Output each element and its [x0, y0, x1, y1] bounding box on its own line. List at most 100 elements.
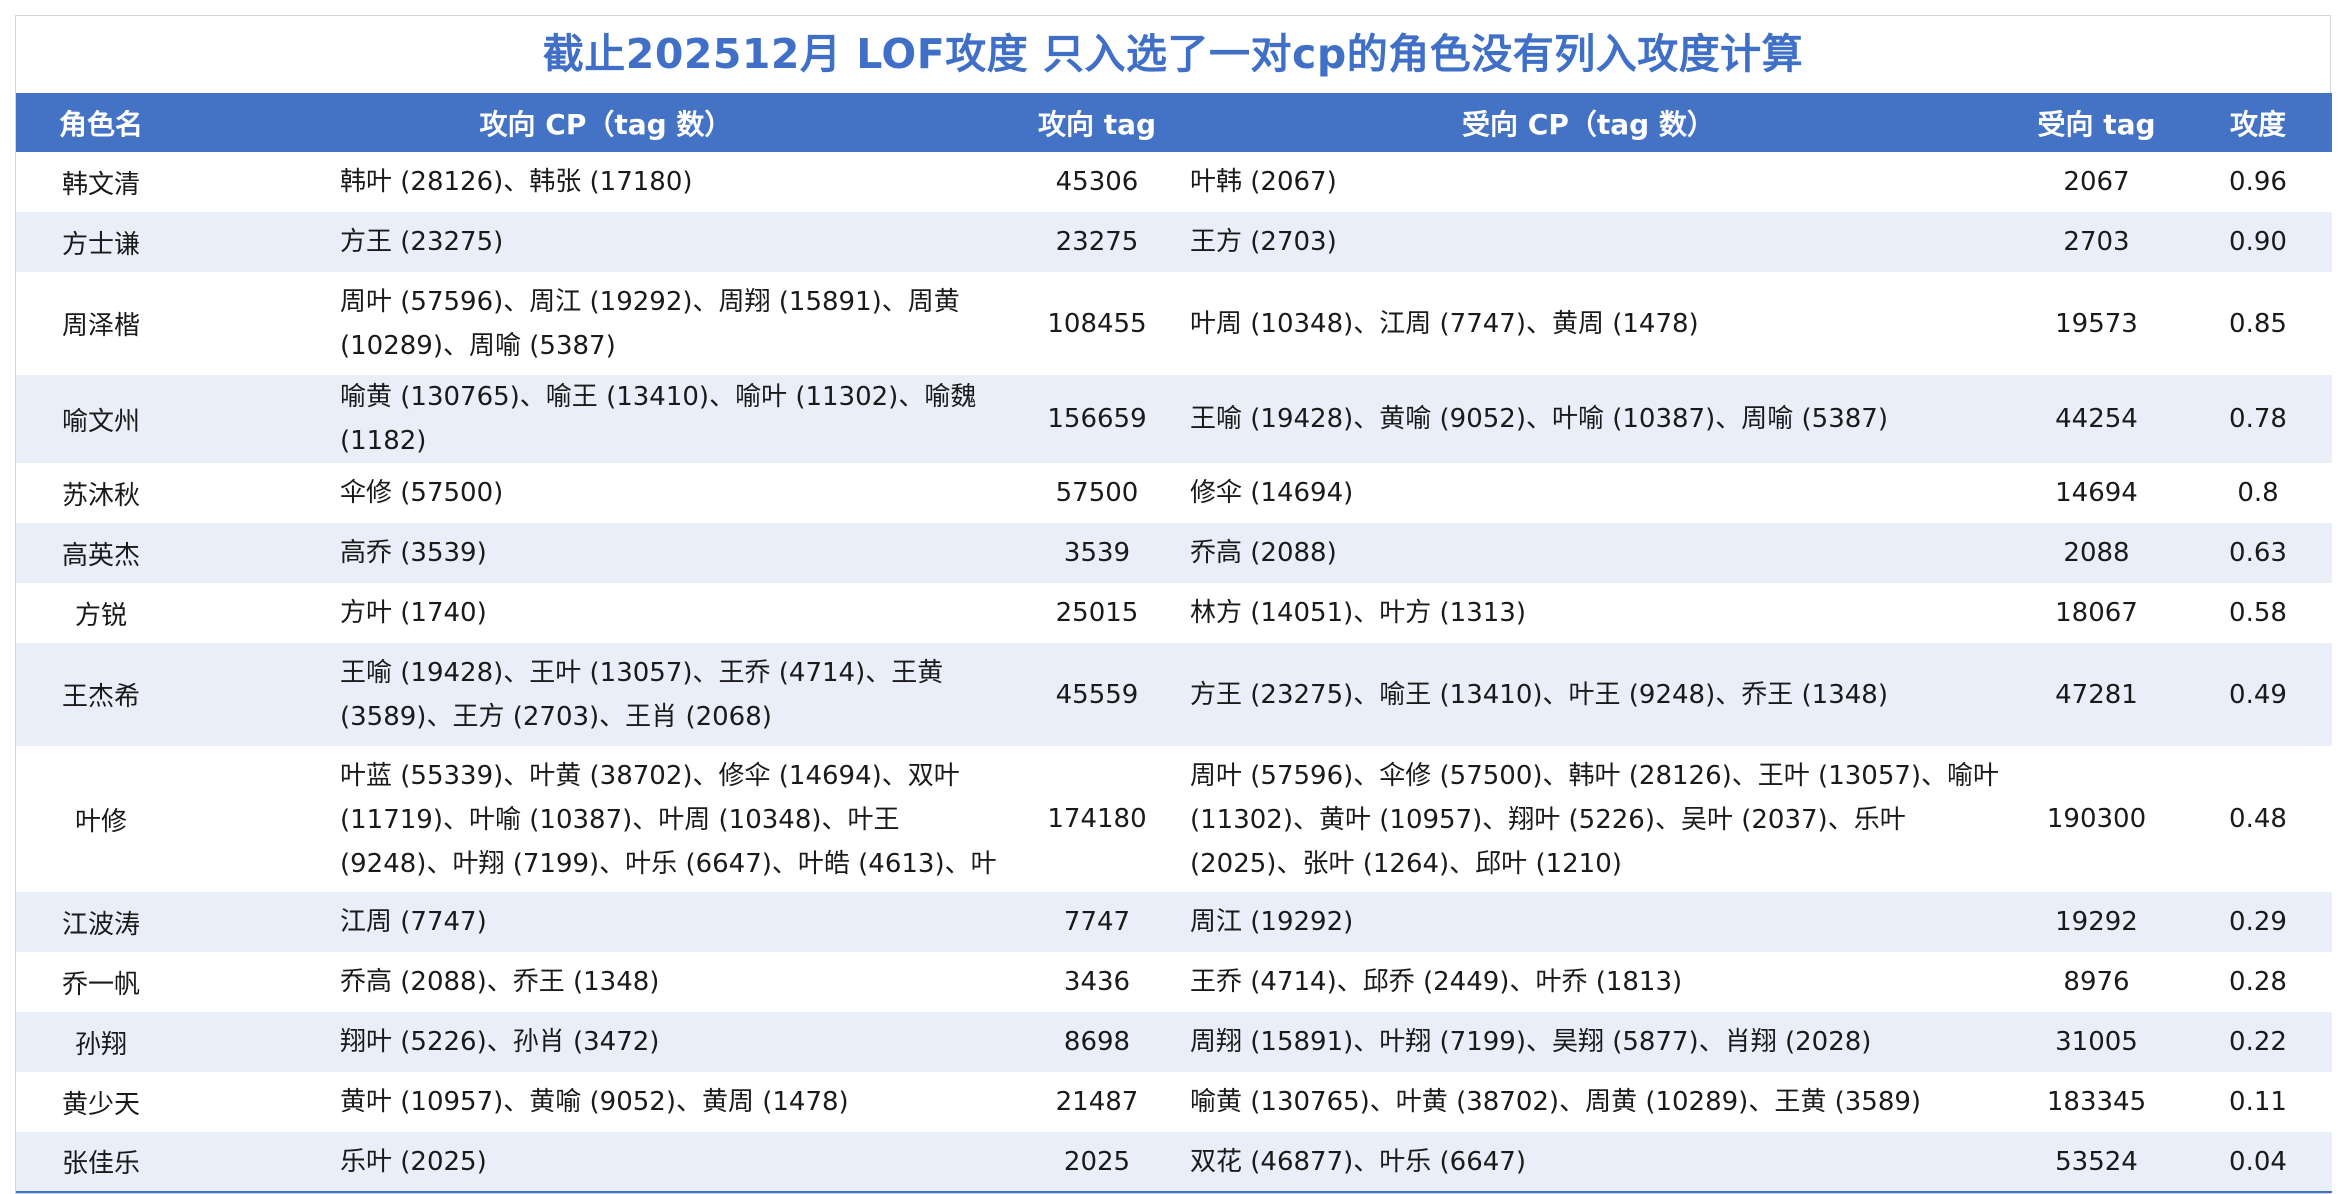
cell-top-tag: 21487: [1026, 1072, 1168, 1132]
table-row: 乔一帆 乔高 (2088)、乔王 (1348) 3436 王乔 (4714)、邱…: [16, 952, 2332, 1012]
cell-bottom-cp-text: 林方 (14051)、叶方 (1313): [1190, 598, 1526, 628]
cell-top-tag: 174180: [1026, 746, 1168, 892]
table-row: 韩文清 韩叶 (28126)、韩张 (17180) 45306 叶韩 (2067…: [16, 152, 2332, 212]
cell-bottom-cp-text: 王乔 (4714)、邱乔 (2449)、叶乔 (1813): [1190, 967, 1683, 997]
table-row: 张佳乐 乐叶 (2025) 2025 双花 (46877)、叶乐 (6647) …: [16, 1132, 2332, 1192]
cell-name: 喻文州: [16, 375, 186, 463]
cell-bottom-tag: 183345: [2009, 1072, 2184, 1132]
data-table: 角色名 攻向 CP（tag 数） 攻向 tag 受向 CP（tag 数） 受向 …: [16, 93, 2332, 1193]
cell-ratio: 0.78: [2184, 375, 2332, 463]
cell-bottom-tag: 2088: [2009, 523, 2184, 583]
cell-ratio: 0.22: [2184, 1012, 2332, 1072]
cell-bottom-cp-text: 修伞 (14694): [1190, 478, 1354, 508]
cell-bottom-cp: 修伞 (14694): [1168, 463, 2009, 523]
cell-top-cp: 乐叶 (2025): [186, 1132, 1026, 1192]
header-top-tag: 攻向 tag: [1026, 93, 1168, 152]
cell-top-cp-text: 方王 (23275): [340, 227, 504, 257]
cell-bottom-tag: 2067: [2009, 152, 2184, 212]
cell-top-cp: 乔高 (2088)、乔王 (1348): [186, 952, 1026, 1012]
cell-top-tag: 8698: [1026, 1012, 1168, 1072]
cell-top-cp: 伞修 (57500): [186, 463, 1026, 523]
cell-top-cp-text: 喻黄 (130765)、喻王 (13410)、喻叶 (11302)、喻魏 (11…: [340, 382, 977, 456]
cell-bottom-cp: 王方 (2703): [1168, 212, 2009, 272]
cell-name: 王杰希: [16, 643, 186, 746]
cell-top-tag: 45306: [1026, 152, 1168, 212]
cell-name: 周泽楷: [16, 272, 186, 375]
cell-bottom-cp: 叶周 (10348)、江周 (7747)、黄周 (1478): [1168, 272, 2009, 375]
cell-ratio: 0.29: [2184, 892, 2332, 952]
cell-top-cp-text: 伞修 (57500): [340, 478, 504, 508]
table-row: 江波涛 江周 (7747) 7747 周江 (19292) 19292 0.29: [16, 892, 2332, 952]
header-name: 角色名: [16, 93, 186, 152]
cell-ratio: 0.48: [2184, 746, 2332, 892]
cell-top-cp-text: 翔叶 (5226)、孙肖 (3472): [340, 1027, 660, 1057]
cell-bottom-tag: 44254: [2009, 375, 2184, 463]
cell-ratio: 0.8: [2184, 463, 2332, 523]
cell-top-cp: 方叶 (1740): [186, 583, 1026, 643]
cell-bottom-cp-text: 周翔 (15891)、叶翔 (7199)、昊翔 (5877)、肖翔 (2028): [1190, 1027, 1872, 1057]
cell-ratio: 0.96: [2184, 152, 2332, 212]
cell-top-cp-text: 乔高 (2088)、乔王 (1348): [340, 967, 660, 997]
cell-top-cp-text: 乐叶 (2025): [340, 1146, 487, 1177]
cell-top-cp: 韩叶 (28126)、韩张 (17180): [186, 152, 1026, 212]
cell-top-cp: 黄叶 (10957)、黄喻 (9052)、黄周 (1478): [186, 1072, 1026, 1132]
cell-top-tag: 3436: [1026, 952, 1168, 1012]
cell-top-cp: 周叶 (57596)、周江 (19292)、周翔 (15891)、周黄 (102…: [186, 272, 1026, 375]
cell-top-tag: 57500: [1026, 463, 1168, 523]
cell-bottom-cp-text: 喻黄 (130765)、叶黄 (38702)、周黄 (10289)、王黄 (35…: [1190, 1087, 1922, 1117]
cell-top-tag: 3539: [1026, 523, 1168, 583]
cell-top-cp: 江周 (7747): [186, 892, 1026, 952]
cell-top-cp: 王喻 (19428)、王叶 (13057)、王乔 (4714)、王黄 (3589…: [186, 643, 1026, 746]
cell-bottom-cp: 乔高 (2088): [1168, 523, 2009, 583]
table-frame: 截止202512月 LOF攻度 只入选了一对cp的角色没有列入攻度计算 角色名 …: [15, 15, 2332, 1194]
cell-bottom-tag: 18067: [2009, 583, 2184, 643]
header-bottom-tag: 受向 tag: [2009, 93, 2184, 152]
cell-bottom-tag: 53524: [2009, 1132, 2184, 1192]
page-title: 截止202512月 LOF攻度 只入选了一对cp的角色没有列入攻度计算: [542, 30, 1804, 78]
cell-name: 黄少天: [16, 1072, 186, 1132]
cell-bottom-cp-text: 王方 (2703): [1190, 227, 1337, 257]
cell-top-tag: 23275: [1026, 212, 1168, 272]
cell-name: 张佳乐: [16, 1132, 186, 1192]
table-row: 高英杰 高乔 (3539) 3539 乔高 (2088) 2088 0.63: [16, 523, 2332, 583]
cell-bottom-tag: 2703: [2009, 212, 2184, 272]
cell-bottom-tag: 19292: [2009, 892, 2184, 952]
cell-bottom-tag: 47281: [2009, 643, 2184, 746]
cell-name: 韩文清: [16, 152, 186, 212]
cell-top-tag: 45559: [1026, 643, 1168, 746]
cell-bottom-cp-text: 周江 (19292): [1190, 907, 1354, 937]
cell-bottom-cp-text: 乔高 (2088): [1190, 538, 1337, 568]
cell-top-cp-text: 高乔 (3539): [340, 538, 487, 568]
cell-top-tag: 2025: [1026, 1132, 1168, 1192]
table-row: 喻文州 喻黄 (130765)、喻王 (13410)、喻叶 (11302)、喻魏…: [16, 375, 2332, 463]
cell-top-cp-text: 黄叶 (10957)、黄喻 (9052)、黄周 (1478): [340, 1087, 849, 1117]
cell-name: 高英杰: [16, 523, 186, 583]
cell-ratio: 0.28: [2184, 952, 2332, 1012]
cell-name: 方士谦: [16, 212, 186, 272]
table-row: 黄少天 黄叶 (10957)、黄喻 (9052)、黄周 (1478) 21487…: [16, 1072, 2332, 1132]
cell-bottom-cp-text: 双花 (46877)、叶乐 (6647): [1190, 1146, 1526, 1177]
cell-bottom-cp-text: 叶周 (10348)、江周 (7747)、黄周 (1478): [1190, 308, 1699, 339]
table-row: 孙翔 翔叶 (5226)、孙肖 (3472) 8698 周翔 (15891)、叶…: [16, 1012, 2332, 1072]
cell-ratio: 0.04: [2184, 1132, 2332, 1192]
cell-bottom-cp-text: 叶韩 (2067): [1190, 167, 1337, 197]
cell-bottom-tag: 31005: [2009, 1012, 2184, 1072]
cell-bottom-cp: 王喻 (19428)、黄喻 (9052)、叶喻 (10387)、周喻 (5387…: [1168, 375, 2009, 463]
cell-top-tag: 25015: [1026, 583, 1168, 643]
cell-top-cp: 高乔 (3539): [186, 523, 1026, 583]
cell-bottom-cp: 周翔 (15891)、叶翔 (7199)、昊翔 (5877)、肖翔 (2028): [1168, 1012, 2009, 1072]
cell-ratio: 0.11: [2184, 1072, 2332, 1132]
cell-bottom-cp: 周叶 (57596)、伞修 (57500)、韩叶 (28126)、王叶 (130…: [1168, 746, 2009, 892]
cell-top-tag: 108455: [1026, 272, 1168, 375]
cell-top-cp: 方王 (23275): [186, 212, 1026, 272]
cell-bottom-cp: 双花 (46877)、叶乐 (6647): [1168, 1132, 2009, 1192]
cell-bottom-tag: 190300: [2009, 746, 2184, 892]
header-bottom-cp: 受向 CP（tag 数）: [1168, 93, 2009, 152]
table-row: 王杰希 王喻 (19428)、王叶 (13057)、王乔 (4714)、王黄 (…: [16, 643, 2332, 746]
cell-bottom-tag: 19573: [2009, 272, 2184, 375]
cell-bottom-cp: 叶韩 (2067): [1168, 152, 2009, 212]
cell-ratio: 0.85: [2184, 272, 2332, 375]
cell-bottom-tag: 14694: [2009, 463, 2184, 523]
cell-ratio: 0.49: [2184, 643, 2332, 746]
table-row: 苏沐秋 伞修 (57500) 57500 修伞 (14694) 14694 0.…: [16, 463, 2332, 523]
